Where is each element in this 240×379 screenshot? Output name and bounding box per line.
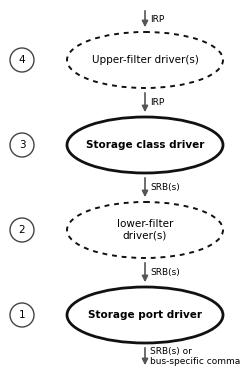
Text: IRP: IRP [150, 14, 164, 23]
Text: IRP: IRP [150, 98, 164, 107]
Text: 1: 1 [19, 310, 25, 320]
Ellipse shape [67, 117, 223, 173]
Text: Storage port driver: Storage port driver [88, 310, 202, 320]
Text: SRB(s): SRB(s) [150, 183, 180, 192]
Text: SRB(s) or
bus-specific commands: SRB(s) or bus-specific commands [150, 347, 240, 366]
Text: 3: 3 [19, 140, 25, 150]
Ellipse shape [67, 32, 223, 88]
Ellipse shape [67, 202, 223, 258]
Text: 4: 4 [19, 55, 25, 65]
Ellipse shape [67, 287, 223, 343]
Text: lower-filter
driver(s): lower-filter driver(s) [117, 219, 173, 241]
Text: Storage class driver: Storage class driver [86, 140, 204, 150]
Text: Upper-filter driver(s): Upper-filter driver(s) [92, 55, 198, 65]
Text: 2: 2 [19, 225, 25, 235]
Text: SRB(s): SRB(s) [150, 268, 180, 277]
